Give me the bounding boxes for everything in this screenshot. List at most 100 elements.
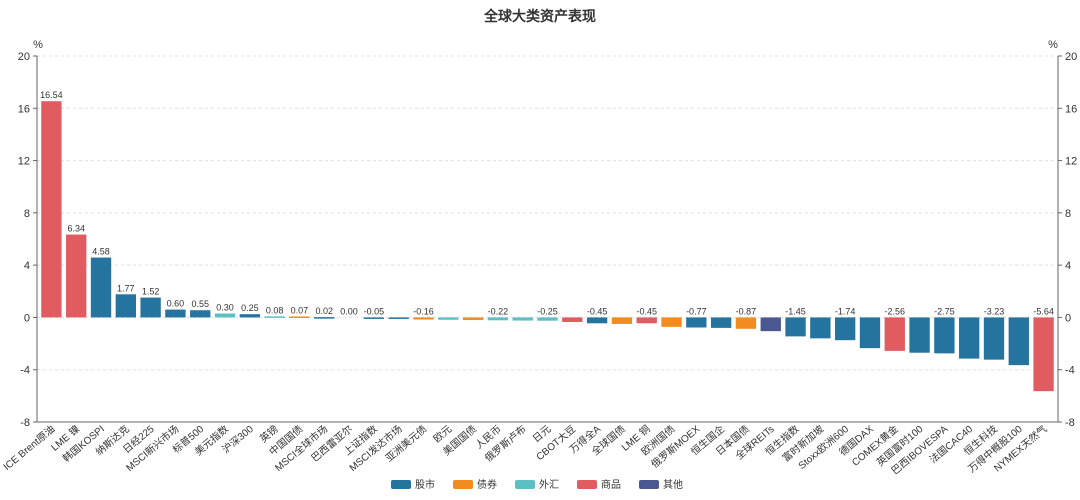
data-label: -2.56 [885, 306, 906, 316]
bar[interactable] [41, 101, 62, 318]
chart-title: 全球大类资产表现 [483, 8, 596, 24]
legend-swatch[interactable] [391, 480, 411, 489]
bar[interactable] [66, 234, 87, 318]
bar[interactable] [586, 317, 608, 324]
data-label: -0.16 [413, 306, 434, 316]
grid-layer [37, 55, 1058, 423]
bar[interactable] [959, 317, 980, 359]
bar[interactable] [909, 317, 930, 353]
bar[interactable] [190, 310, 211, 318]
y-tick-label-right: 0 [1065, 312, 1071, 324]
y-tick-label-left: 8 [24, 208, 30, 220]
y-tick-label-right: 12 [1065, 156, 1077, 168]
data-label: 1.77 [117, 283, 135, 293]
bar[interactable] [859, 317, 881, 349]
legend-swatch[interactable] [515, 480, 535, 489]
data-label: -0.77 [686, 306, 707, 316]
data-label: -0.22 [488, 306, 509, 316]
y-axis-unit-left: % [33, 39, 43, 51]
y-axis-unit-right: % [1048, 39, 1058, 51]
bar[interactable] [90, 257, 112, 318]
bar-layer [41, 101, 1054, 392]
data-label: 16.54 [40, 90, 63, 100]
data-label: -3.23 [984, 306, 1005, 316]
legend-label[interactable]: 股市 [415, 478, 435, 491]
data-label: -0.45 [636, 306, 657, 316]
data-label: 0.07 [291, 306, 309, 316]
x-category-label: ICE Brent原油 [0, 422, 57, 473]
bar[interactable] [165, 309, 186, 318]
y-tick-label-left: -4 [20, 365, 30, 377]
bar[interactable] [834, 317, 856, 341]
bar[interactable] [760, 317, 781, 332]
bar[interactable] [934, 317, 955, 354]
bar[interactable] [686, 317, 707, 328]
legend-swatch[interactable] [639, 480, 659, 489]
y-tick-label-left: -8 [20, 417, 30, 429]
y-tick-label-right: 8 [1065, 208, 1071, 220]
bar[interactable] [661, 317, 682, 327]
bar[interactable] [710, 317, 732, 328]
bar[interactable] [512, 317, 533, 321]
data-label: 0.30 [216, 303, 234, 313]
legend-label[interactable]: 债券 [477, 478, 497, 491]
y-tick-label-right: 20 [1065, 51, 1077, 63]
y-tick-label-right: 16 [1065, 103, 1077, 115]
legend: 股市 债券 外汇 商品 其他 [391, 478, 683, 491]
legend-label[interactable]: 外汇 [539, 478, 559, 491]
bar[interactable] [363, 317, 385, 319]
bar[interactable] [562, 317, 583, 323]
legend-label[interactable]: 商品 [601, 478, 621, 491]
bar[interactable] [785, 317, 806, 337]
bar[interactable] [314, 317, 335, 319]
bar[interactable] [214, 313, 236, 318]
data-label: -0.05 [364, 306, 385, 316]
y-tick-label-right: -4 [1065, 365, 1075, 377]
bar[interactable] [884, 317, 905, 351]
bar[interactable] [487, 317, 509, 321]
bar[interactable] [611, 317, 633, 324]
bar[interactable] [537, 317, 558, 321]
data-label: 0.08 [266, 305, 284, 315]
legend-swatch[interactable] [453, 480, 473, 489]
data-label: -2.75 [934, 306, 955, 316]
bar[interactable] [810, 317, 831, 339]
y-tick-label-right: -8 [1065, 417, 1075, 429]
y-tick-label-left: 12 [18, 156, 30, 168]
data-label: -0.25 [537, 306, 558, 316]
data-label: 1.52 [142, 287, 160, 297]
data-label: 0.25 [241, 303, 259, 313]
y-tick-label-right: 4 [1065, 260, 1071, 272]
data-label: -0.87 [736, 306, 757, 316]
bar[interactable] [735, 317, 757, 329]
y-tick-label-left: 20 [18, 51, 30, 63]
axis-layer: -8 -8 -4 -4 0 0 4 4 8 8 12 12 16 16 20 20 [18, 51, 1078, 429]
bar[interactable] [115, 294, 136, 318]
data-label: 4.58 [92, 247, 110, 257]
data-label: 0.00 [340, 306, 358, 316]
bar[interactable] [983, 317, 1005, 360]
legend-label[interactable]: 其他 [663, 478, 683, 491]
bar[interactable] [388, 317, 409, 319]
y-tick-label-left: 0 [24, 312, 30, 324]
bar[interactable] [239, 314, 261, 318]
data-label: 0.55 [191, 299, 209, 309]
data-label: 0.60 [167, 299, 185, 309]
bar[interactable] [413, 317, 434, 320]
bar[interactable] [140, 297, 161, 318]
y-tick-label-left: 16 [18, 103, 30, 115]
data-label: 6.34 [67, 224, 85, 234]
data-label: -5.64 [1033, 306, 1054, 316]
y-tick-label-left: 4 [24, 260, 30, 272]
legend-swatch[interactable] [577, 480, 597, 489]
bar[interactable] [462, 317, 484, 321]
bar[interactable] [264, 316, 285, 318]
bar[interactable] [636, 317, 657, 324]
bar[interactable] [1008, 317, 1029, 366]
bar[interactable] [438, 317, 459, 320]
bar[interactable] [1033, 317, 1054, 392]
bar[interactable] [289, 316, 310, 319]
data-label: -1.74 [835, 306, 856, 316]
